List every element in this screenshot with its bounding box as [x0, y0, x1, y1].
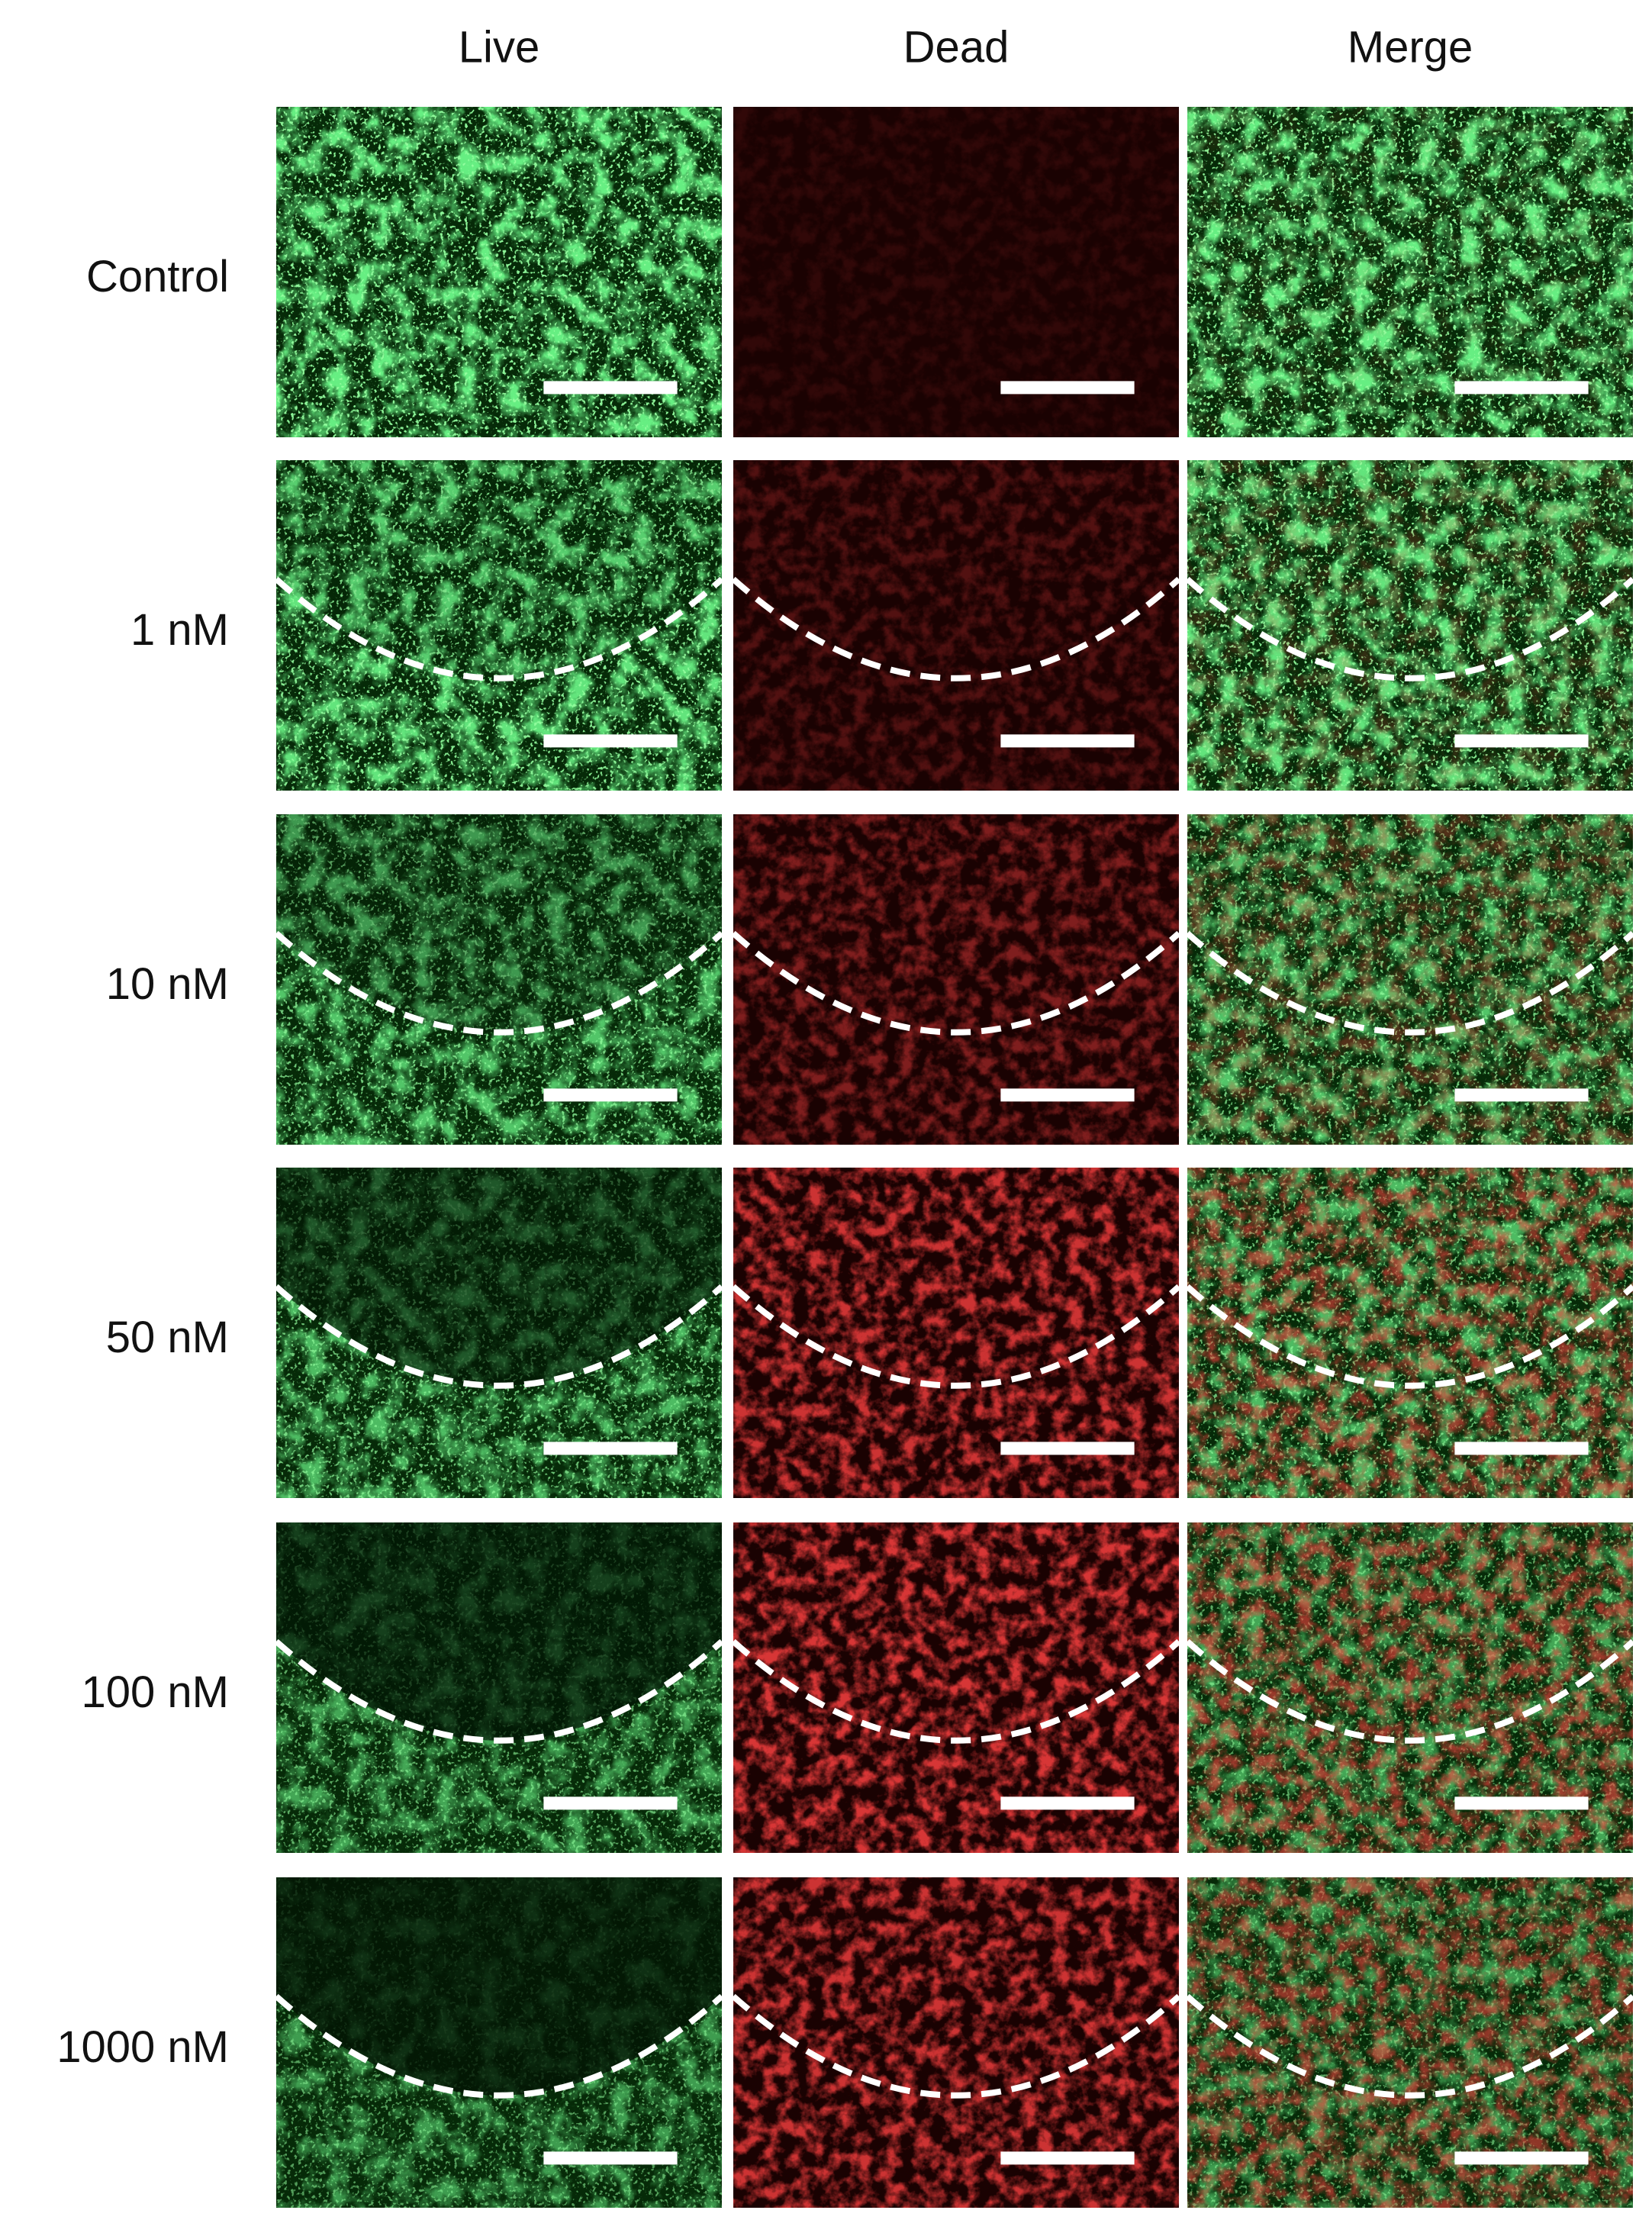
panel-content — [276, 107, 722, 437]
scale-bar — [543, 2151, 678, 2165]
panel-content — [276, 460, 722, 791]
panel-content — [1187, 1522, 1633, 1853]
panel-content — [276, 1168, 722, 1498]
micrograph-panel — [276, 1168, 722, 1498]
micrograph-panel — [276, 814, 722, 1145]
column-header: Live — [459, 22, 539, 72]
boundary-arc — [733, 930, 1179, 1036]
micrograph-panel — [733, 1877, 1179, 2208]
boundary-arc — [276, 1284, 722, 1389]
depleted-region — [276, 1168, 722, 1386]
boundary-arc — [1187, 1284, 1633, 1389]
scale-bar — [1454, 2151, 1589, 2165]
scale-bar — [1000, 2151, 1135, 2165]
micrograph-panel — [1187, 1877, 1633, 2208]
scale-bar — [1454, 1442, 1589, 1455]
depleted-region — [276, 460, 722, 678]
panel-content — [733, 1877, 1179, 2208]
scale-bar — [543, 1796, 678, 1810]
row-label: 10 nM — [106, 959, 229, 1009]
boundary-arc — [1187, 930, 1633, 1036]
boundary-arc — [1187, 1993, 1633, 2099]
micrograph-panel — [276, 1522, 722, 1853]
panel-content — [733, 107, 1179, 437]
scale-bar — [543, 1442, 678, 1455]
panel-content — [1187, 1877, 1633, 2208]
boundary-arc — [733, 576, 1179, 681]
micrograph-panel — [733, 1168, 1179, 1498]
scale-bar — [543, 734, 678, 748]
scale-bar — [1454, 1796, 1589, 1810]
boundary-arc — [733, 1638, 1179, 1744]
micrograph-panel — [276, 1877, 722, 2208]
boundary-arc — [1187, 1638, 1633, 1744]
boundary-arc — [276, 1638, 722, 1744]
panel-content — [276, 1522, 722, 1853]
depleted-region — [276, 1522, 722, 1741]
scale-bar — [543, 381, 678, 395]
row-label: 50 nM — [106, 1313, 229, 1362]
scale-bar — [1454, 1088, 1589, 1102]
micrograph-panel — [733, 460, 1179, 791]
boundary-arc — [276, 576, 722, 681]
scale-bar — [1000, 381, 1135, 395]
scale-bar — [543, 1088, 678, 1102]
boundary-arc — [276, 930, 722, 1036]
boundary-arc — [1187, 576, 1633, 681]
depleted-region — [276, 1877, 722, 2096]
row-label: 100 nM — [82, 1667, 229, 1717]
panel-content — [276, 814, 722, 1145]
boundary-arc — [733, 1284, 1179, 1389]
panel-content — [276, 1877, 722, 2208]
panel-content — [1187, 107, 1633, 437]
panel-content — [733, 1168, 1179, 1498]
row-label: Control — [86, 252, 229, 301]
row-label: 1000 nM — [56, 2022, 229, 2072]
micrograph-panel — [733, 1522, 1179, 1853]
scale-bar — [1000, 734, 1135, 748]
column-header: Merge — [1348, 22, 1473, 72]
boundary-arc — [276, 1993, 722, 2099]
panel-content — [733, 460, 1179, 791]
column-header: Dead — [903, 22, 1010, 72]
scale-bar — [1000, 1796, 1135, 1810]
micrograph-panel — [1187, 460, 1633, 791]
scale-bar — [1000, 1442, 1135, 1455]
panel-content — [1187, 1168, 1633, 1498]
boundary-arc — [733, 1993, 1179, 2099]
row-label: 1 nM — [130, 605, 229, 655]
micrograph-panel — [1187, 107, 1633, 437]
micrograph-panel — [276, 107, 722, 437]
micrograph-panel — [276, 460, 722, 791]
micrograph-panel — [1187, 814, 1633, 1145]
panel-content — [733, 1522, 1179, 1853]
scale-bar — [1454, 734, 1589, 748]
micrograph-panel — [733, 814, 1179, 1145]
panel-content — [733, 814, 1179, 1145]
panel-content — [1187, 460, 1633, 791]
micrograph-panel — [733, 107, 1179, 437]
micrograph-panel — [1187, 1168, 1633, 1498]
depleted-region — [276, 814, 722, 1033]
panel-content — [1187, 814, 1633, 1145]
scale-bar — [1000, 1088, 1135, 1102]
micrograph-panel — [1187, 1522, 1633, 1853]
scale-bar — [1454, 381, 1589, 395]
